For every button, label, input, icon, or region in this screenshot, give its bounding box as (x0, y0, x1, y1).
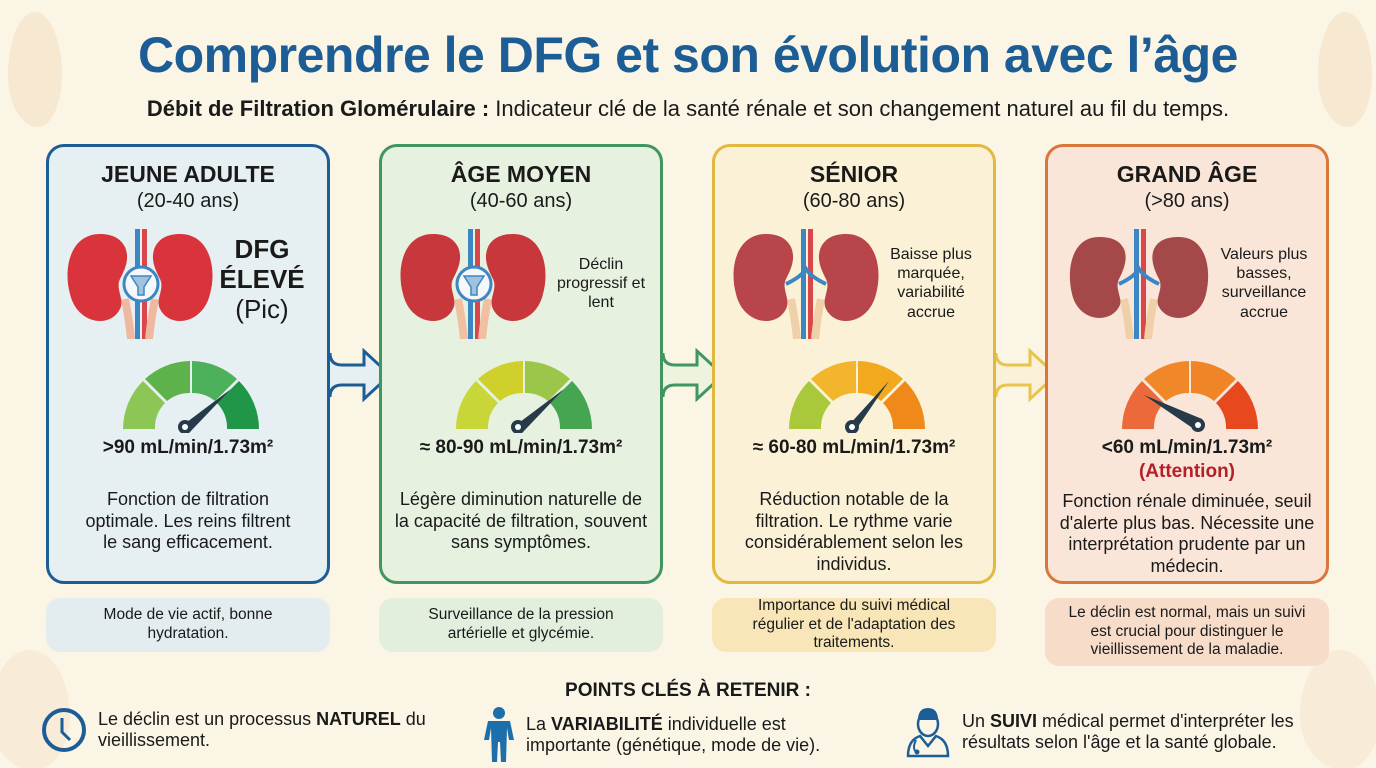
stage-note: Valeurs plus basses, surveillance accrue (1220, 246, 1308, 321)
stage-tip: Mode de vie actif, bonne hydratation. (46, 598, 330, 652)
gauge-icon (1122, 361, 1258, 432)
key-points-title: POINTS CLÉS À RETENIR : (565, 680, 811, 701)
page-title: Comprendre le DFG et son évolution avec … (138, 27, 1239, 83)
stage-description: Fonction de filtration optimale. Les rei… (85, 489, 291, 553)
stage-title: ÂGE MOYEN (450, 161, 592, 187)
stage-card-grand-age: GRAND ÂGE (>80 ans) Valeurs plus basses,… (1045, 144, 1329, 584)
key-point-follow-up: Un SUIVI médical permet d'interpréter le… (904, 706, 1362, 758)
gfr-value: ≈ 80-90 mL/min/1.73m² (419, 437, 623, 458)
stage-description: Légère diminution naturelle de la capaci… (394, 489, 648, 553)
gauge-icon (456, 361, 592, 433)
stage-tip: Importance du suivi médical régulier et … (712, 597, 996, 652)
arrow-right-icon (996, 347, 1056, 403)
stage-title: JEUNE ADULTE (101, 161, 275, 187)
kidneys-icon (67, 229, 213, 339)
stage-age-range: (20-40 ans) (136, 190, 240, 212)
stage-note: Déclin progressif et lent (556, 256, 646, 312)
kidneys-icon (400, 229, 546, 339)
stage-title: GRAND ÂGE (1116, 161, 1258, 187)
stage-tip: Le déclin est normal, mais un suivi est … (1045, 598, 1329, 666)
background-kidney-icon (1300, 650, 1376, 768)
stage-note: DFG ÉLEVÉ (Pic) (219, 234, 305, 324)
key-point-variability: La VARIABILITÉ individuelle est importan… (482, 706, 871, 764)
stage-card-senior: SÉNIOR (60-80 ans) Baisse plus marquée, … (712, 144, 996, 584)
attention-label: (Attention) (1138, 461, 1236, 482)
key-point-text: Un SUIVI médical permet d'interpréter le… (962, 711, 1294, 752)
gauge-icon (789, 361, 925, 433)
doctor-icon (906, 708, 950, 758)
key-point-text: Le déclin est un processus NATUREL du vi… (98, 709, 426, 750)
kidneys-icon (733, 229, 879, 339)
page-subtitle: Débit de Filtration Glomérulaire : Indic… (0, 96, 1376, 122)
gfr-value: <60 mL/min/1.73m² (1101, 437, 1273, 458)
key-point-text: La VARIABILITÉ individuelle est importan… (526, 714, 821, 755)
stage-age-range: (60-80 ans) (802, 190, 906, 212)
subtitle-term: Débit de Filtration Glomérulaire : (146, 96, 490, 121)
stage-title: SÉNIOR (809, 161, 899, 187)
stage-tip: Surveillance de la pression artérielle e… (379, 598, 663, 652)
kidneys-icon (1069, 229, 1209, 339)
person-icon (484, 707, 514, 762)
background-kidney-icon (8, 12, 62, 127)
stage-description: Réduction notable de la filtration. Le r… (744, 489, 964, 574)
arrow-right-icon (330, 347, 390, 403)
background-kidney-icon (1318, 12, 1372, 127)
arrow-right-icon (663, 347, 723, 403)
gfr-value: ≈ 60-80 mL/min/1.73m² (752, 437, 956, 458)
gauge-icon (123, 361, 259, 433)
stage-age-range: (>80 ans) (1144, 190, 1230, 212)
clock-icon (42, 708, 86, 752)
gfr-value: >90 mL/min/1.73m² (102, 437, 274, 458)
stage-age-range: (40-60 ans) (469, 190, 573, 212)
subtitle-text: Indicateur clé de la santé rénale et son… (489, 96, 1230, 121)
stage-description: Fonction rénale diminuée, seuil d'alerte… (1059, 491, 1315, 576)
key-point-natural: Le déclin est un processus NATUREL du vi… (40, 706, 438, 754)
stage-card-age-moyen: ÂGE MOYEN (40-60 ans) Déclin progressif … (379, 144, 663, 584)
stage-card-jeune-adulte: JEUNE ADULTE (20-40 ans) DFG ÉLEVÉ (Pic)… (46, 144, 330, 584)
stage-note: Baisse plus marquée, variabilité accrue (890, 246, 972, 321)
